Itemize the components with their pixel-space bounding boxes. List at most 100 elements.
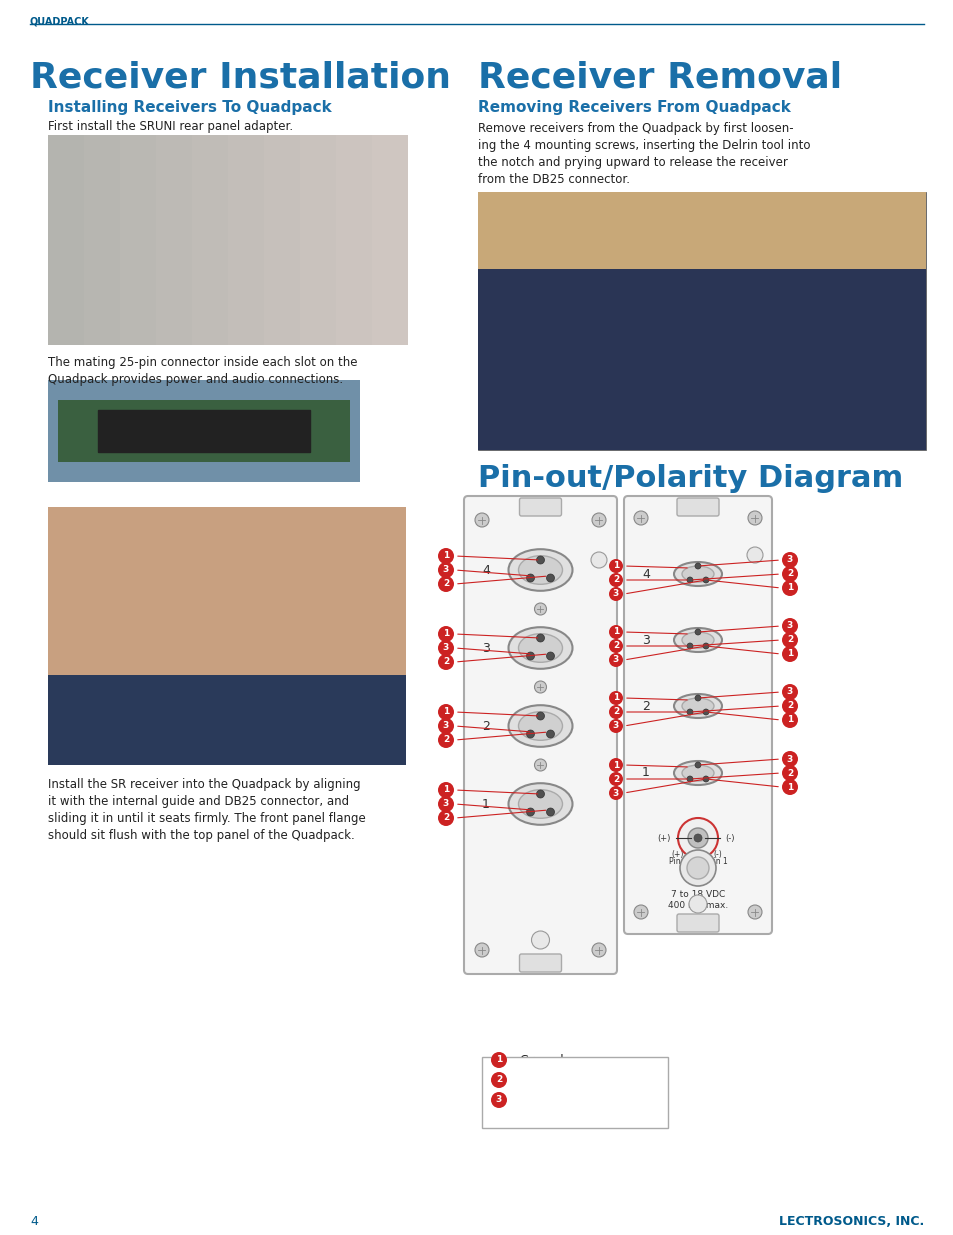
Circle shape	[536, 790, 544, 798]
Circle shape	[781, 779, 797, 795]
Circle shape	[546, 730, 554, 739]
Circle shape	[590, 552, 606, 568]
FancyBboxPatch shape	[463, 496, 617, 974]
Ellipse shape	[681, 698, 713, 714]
Bar	[299, 135, 335, 345]
Text: - Audio (+): - Audio (+)	[512, 1073, 576, 1087]
Circle shape	[608, 719, 622, 734]
Ellipse shape	[681, 566, 713, 582]
Text: 1: 1	[496, 1056, 501, 1065]
Circle shape	[437, 797, 454, 811]
Text: (+): (+)	[657, 834, 670, 842]
Bar	[156, 135, 192, 345]
Bar	[335, 135, 372, 345]
Ellipse shape	[681, 632, 713, 648]
Text: 1: 1	[442, 785, 449, 794]
Text: 1: 1	[481, 798, 490, 810]
Circle shape	[526, 574, 534, 582]
Text: 2: 2	[786, 636, 792, 645]
Bar	[477, 269, 925, 450]
Text: 3: 3	[612, 721, 618, 730]
Text: 3: 3	[786, 688, 792, 697]
Text: (-): (-)	[724, 834, 734, 842]
Text: 1: 1	[612, 562, 618, 571]
Circle shape	[695, 762, 700, 768]
Circle shape	[634, 905, 647, 919]
Circle shape	[608, 772, 622, 785]
Text: Pin-out/Polarity Diagram: Pin-out/Polarity Diagram	[477, 464, 902, 493]
Text: 2: 2	[612, 641, 618, 651]
Text: 3: 3	[442, 566, 449, 574]
Circle shape	[491, 1092, 506, 1108]
FancyBboxPatch shape	[623, 496, 771, 934]
Circle shape	[437, 548, 454, 564]
Text: 3: 3	[786, 556, 792, 564]
Circle shape	[781, 646, 797, 662]
Circle shape	[781, 566, 797, 582]
Circle shape	[546, 652, 554, 659]
Bar	[48, 135, 406, 345]
Text: 1: 1	[612, 761, 618, 769]
Text: - Audio (-): - Audio (-)	[512, 1093, 571, 1107]
Text: Pin 4: Pin 4	[668, 857, 687, 866]
Text: 3: 3	[786, 755, 792, 763]
Text: 3: 3	[641, 634, 649, 646]
Circle shape	[437, 626, 454, 642]
Circle shape	[686, 577, 692, 583]
FancyBboxPatch shape	[519, 498, 561, 516]
Text: 2: 2	[786, 701, 792, 710]
Ellipse shape	[673, 761, 721, 785]
Circle shape	[526, 730, 534, 739]
Circle shape	[608, 653, 622, 667]
Text: 2: 2	[442, 657, 449, 667]
Bar	[58, 400, 350, 462]
Circle shape	[695, 695, 700, 701]
Circle shape	[695, 563, 700, 569]
FancyBboxPatch shape	[677, 498, 719, 516]
Text: Remove receivers from the Quadpack by first loosen-
ing the 4 mounting screws, i: Remove receivers from the Quadpack by fi…	[477, 122, 810, 186]
Circle shape	[781, 618, 797, 634]
Circle shape	[608, 587, 622, 601]
Circle shape	[608, 573, 622, 587]
Circle shape	[781, 552, 797, 568]
Circle shape	[437, 704, 454, 720]
Circle shape	[747, 905, 761, 919]
Text: 3: 3	[612, 589, 618, 599]
Text: 2: 2	[786, 768, 792, 778]
Circle shape	[536, 556, 544, 564]
Text: 1: 1	[786, 583, 792, 593]
FancyBboxPatch shape	[677, 914, 719, 932]
Circle shape	[536, 634, 544, 642]
Circle shape	[491, 1052, 506, 1068]
Circle shape	[526, 652, 534, 659]
Text: 2: 2	[442, 579, 449, 589]
Circle shape	[747, 511, 761, 525]
Text: 2: 2	[786, 569, 792, 578]
Circle shape	[608, 692, 622, 705]
Text: 1: 1	[786, 650, 792, 658]
Circle shape	[437, 732, 454, 748]
Circle shape	[781, 632, 797, 648]
Text: - Ground: - Ground	[512, 1053, 563, 1067]
Circle shape	[526, 808, 534, 816]
Circle shape	[686, 857, 708, 879]
Circle shape	[781, 684, 797, 700]
Text: 2: 2	[641, 699, 649, 713]
Circle shape	[686, 709, 692, 715]
Text: 4: 4	[641, 568, 649, 580]
Circle shape	[536, 713, 544, 720]
Circle shape	[702, 776, 708, 782]
Circle shape	[608, 705, 622, 719]
Bar	[48, 508, 406, 674]
Circle shape	[686, 643, 692, 650]
Text: 1: 1	[641, 767, 649, 779]
Bar	[48, 674, 406, 764]
Ellipse shape	[508, 705, 572, 747]
Text: Install the SR receiver into the Quadpack by aligning
it with the internal guide: Install the SR receiver into the Quadpac…	[48, 778, 365, 842]
Circle shape	[592, 513, 605, 527]
Circle shape	[695, 629, 700, 635]
Ellipse shape	[673, 694, 721, 718]
Text: 2: 2	[612, 774, 618, 783]
Circle shape	[693, 834, 701, 842]
Circle shape	[534, 680, 546, 693]
